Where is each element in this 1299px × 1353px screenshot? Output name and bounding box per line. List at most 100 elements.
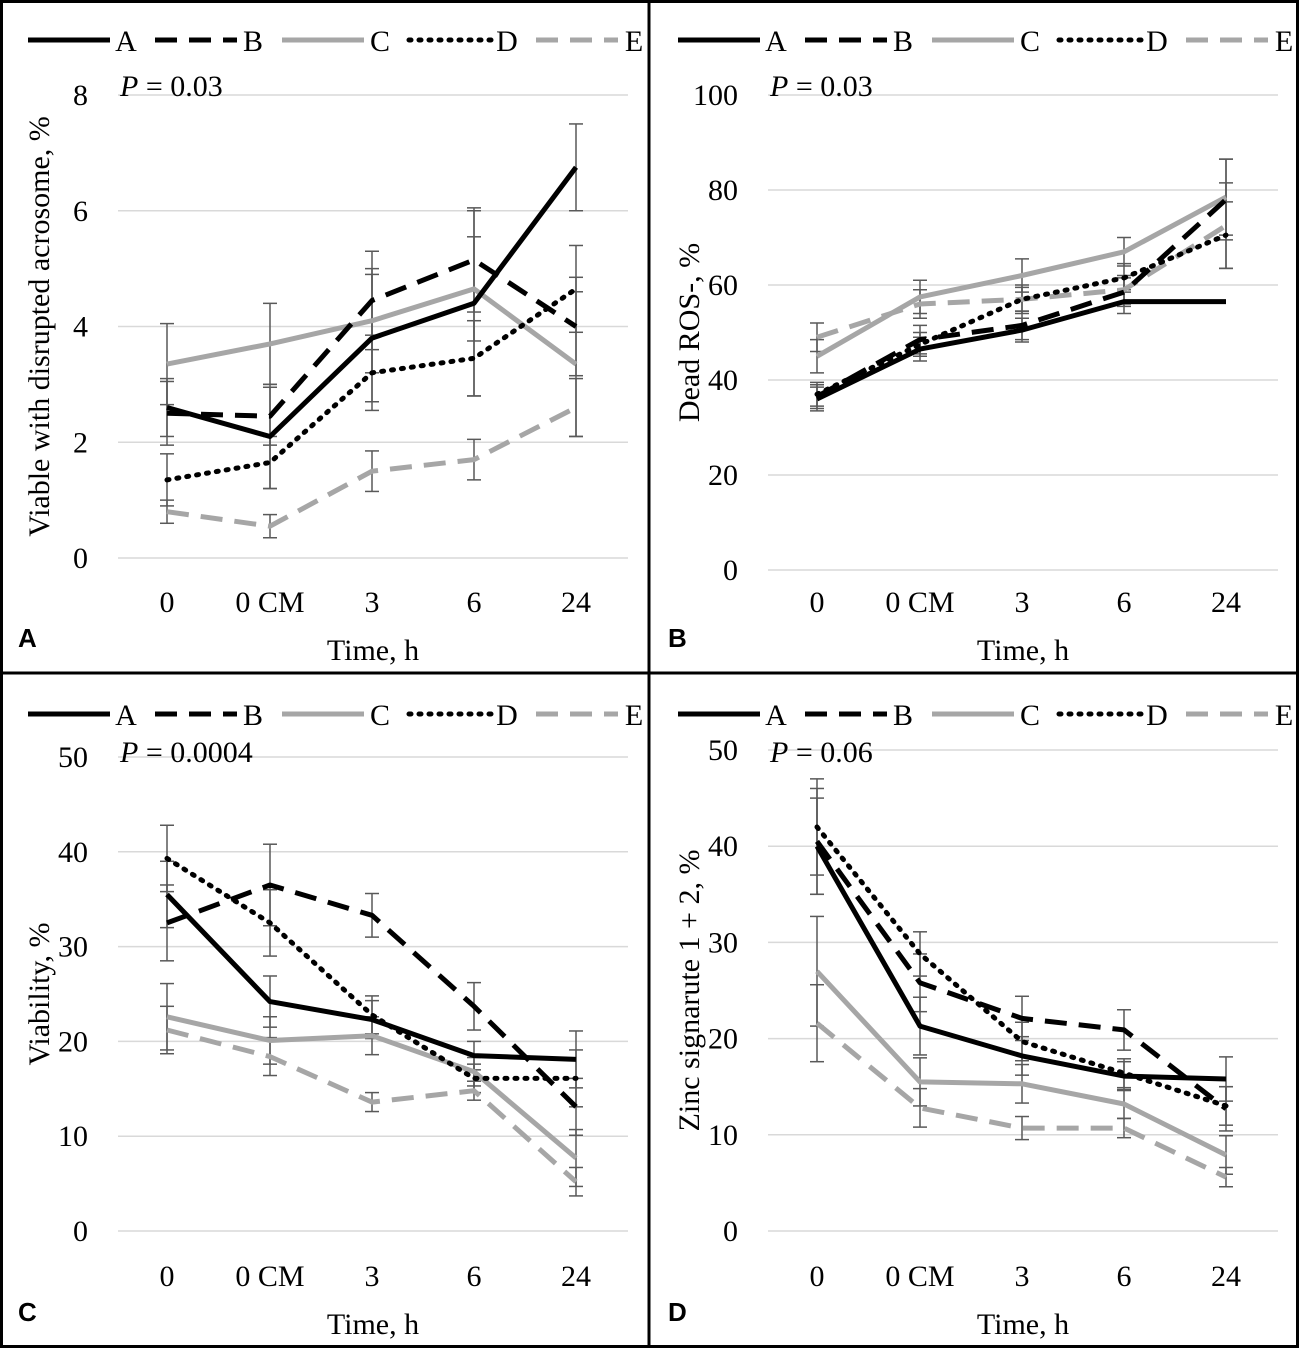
legend-label-a: A [115, 25, 137, 58]
p-value-number: = 0.06 [788, 736, 872, 769]
x-tick-label: 6 [467, 586, 482, 619]
y-tick-label: 0 [73, 1215, 88, 1248]
series-line-e [815, 1021, 1228, 1180]
legend-label-c: C [1020, 25, 1040, 58]
series-line-d [164, 286, 579, 483]
x-tick-label: 0 [810, 586, 825, 619]
x-tick-label: 0 CM [235, 586, 304, 619]
series-line-d [164, 855, 579, 1081]
x-tick-label: 0 CM [235, 1260, 304, 1293]
legend-label-b: B [893, 699, 913, 732]
panel-letter: D [668, 1297, 687, 1327]
series-line-a [166, 165, 578, 439]
p-value: P = 0.03 [769, 70, 873, 103]
x-tick-label: 24 [561, 1260, 591, 1293]
y-axis-title: Zinc signarute 1 + 2, % [673, 850, 706, 1132]
legend-label-d: D [496, 699, 518, 732]
y-axis-title: Viability, % [23, 923, 56, 1066]
y-axis-title: Viable with disrupted acrosome, % [23, 116, 56, 537]
y-tick-label: 40 [708, 364, 738, 397]
x-tick-label: 6 [467, 1260, 482, 1293]
p-value-symbol: P [769, 736, 788, 769]
y-tick-label: 50 [58, 741, 88, 774]
series-line-b [815, 197, 1228, 399]
series-line-a [165, 892, 577, 1062]
series-line-b [814, 839, 1228, 1111]
legend-label-a: A [765, 699, 787, 732]
x-axis-title: Time, h [977, 634, 1069, 667]
legend-label-e: E [625, 699, 643, 732]
legend-label-e: E [1275, 25, 1293, 58]
legend-label-c: C [370, 25, 390, 58]
y-tick-label: 6 [73, 195, 88, 228]
legend-label-c: C [370, 699, 390, 732]
series-line-c [166, 286, 578, 367]
y-tick-label: 20 [708, 459, 738, 492]
y-axis-title: Dead ROS-, % [673, 243, 706, 422]
series-line-c [815, 969, 1228, 1158]
p-value-symbol: P [769, 70, 788, 103]
p-value: P = 0.03 [119, 70, 223, 103]
series-line-d [814, 824, 1229, 1109]
legend-label-b: B [243, 25, 263, 58]
x-tick-label: 0 CM [885, 586, 954, 619]
x-tick-label: 6 [1117, 586, 1132, 619]
y-tick-label: 10 [58, 1120, 88, 1153]
p-value-number: = 0.03 [788, 70, 872, 103]
y-tick-label: 40 [708, 830, 738, 863]
panel-letter: B [668, 623, 687, 653]
p-value-number: = 0.0004 [138, 736, 252, 769]
x-tick-label: 24 [1211, 586, 1241, 619]
y-tick-label: 0 [723, 1215, 738, 1248]
x-tick-label: 3 [365, 586, 380, 619]
x-tick-label: 0 CM [885, 1260, 954, 1293]
p-value-symbol: P [119, 736, 138, 769]
x-tick-label: 6 [1117, 1260, 1132, 1293]
y-tick-label: 60 [708, 269, 738, 302]
series-line-a [815, 299, 1226, 402]
p-value-number: = 0.03 [138, 70, 222, 103]
series-line-b [166, 882, 578, 1109]
p-value: P = 0.0004 [119, 736, 253, 769]
x-tick-label: 24 [561, 586, 591, 619]
p-value-symbol: P [119, 70, 138, 103]
panel-letter: A [18, 623, 37, 653]
x-tick-label: 0 [160, 1260, 175, 1293]
legend-label-e: E [1275, 699, 1293, 732]
series-line-e [166, 405, 578, 529]
y-tick-label: 0 [73, 542, 88, 575]
y-tick-label: 8 [73, 79, 88, 112]
legend-label-b: B [893, 25, 913, 58]
series-line-c [166, 1014, 578, 1160]
y-tick-label: 100 [693, 79, 738, 112]
legend-label-d: D [496, 25, 518, 58]
x-axis-title: Time, h [327, 634, 419, 667]
panel-letter: C [18, 1297, 37, 1327]
legend-label-a: A [765, 25, 787, 58]
x-tick-label: 3 [1015, 586, 1030, 619]
series-line-b [166, 257, 578, 419]
y-tick-label: 0 [723, 554, 738, 587]
p-value: P = 0.06 [769, 736, 873, 769]
legend-label-c: C [1020, 699, 1040, 732]
y-tick-label: 4 [73, 311, 88, 344]
x-axis-title: Time, h [977, 1308, 1069, 1341]
y-tick-label: 50 [708, 734, 738, 767]
x-tick-label: 24 [1211, 1260, 1241, 1293]
y-tick-label: 20 [708, 1023, 738, 1056]
legend-label-e: E [625, 25, 643, 58]
legend-label-d: D [1146, 699, 1168, 732]
legend-label-a: A [115, 699, 137, 732]
y-tick-label: 10 [708, 1119, 738, 1152]
chart-panel-c: 0 10 20 30 40 50 0 0 CM 3 6 24 Time, h Viability, % P… [18, 699, 643, 1341]
chart-panel-b: 0 20 40 60 80 100 0 0 CM 3 6 24 Time, h Dead ROS-, %… [668, 25, 1293, 667]
y-tick-label: 40 [58, 836, 88, 869]
x-tick-label: 3 [365, 1260, 380, 1293]
x-tick-label: 0 [810, 1260, 825, 1293]
chart-panel-d: 0 10 20 30 40 50 0 0 CM 3 6 24 Time, h Zinc signarut… [668, 699, 1293, 1341]
x-tick-label: 0 [160, 586, 175, 619]
y-tick-label: 30 [58, 931, 88, 964]
series-line-e [816, 223, 1228, 340]
